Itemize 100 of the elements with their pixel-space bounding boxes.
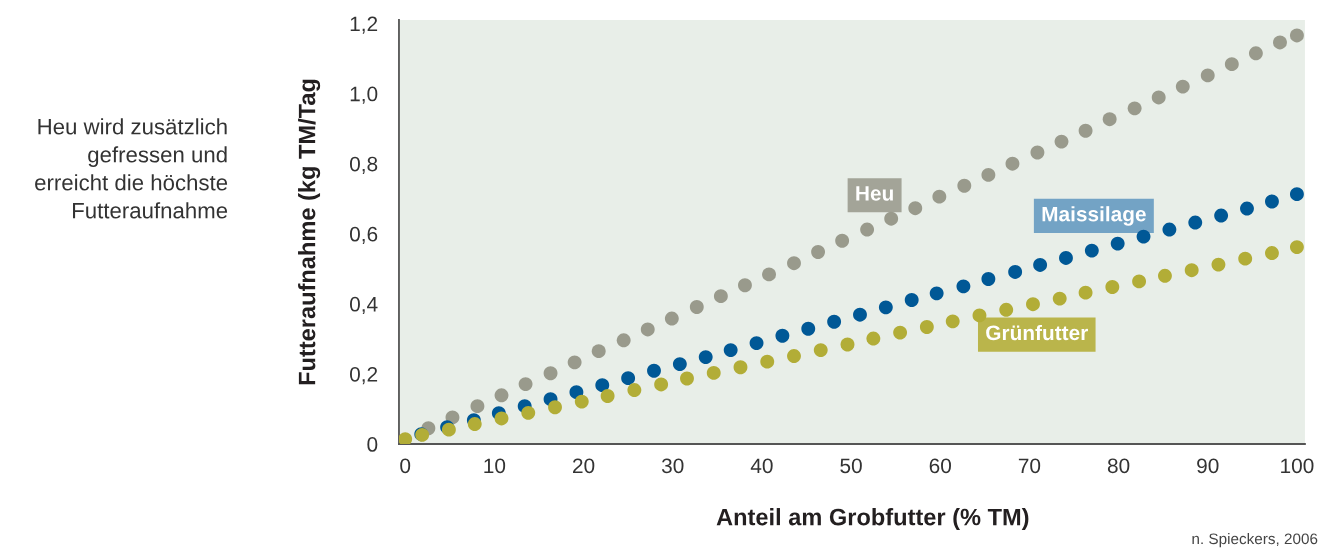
point xyxy=(813,343,828,358)
point xyxy=(1054,134,1069,149)
point xyxy=(981,167,996,182)
point xyxy=(1289,28,1304,43)
point xyxy=(1078,123,1093,138)
point xyxy=(1224,57,1239,72)
point xyxy=(672,357,687,372)
point xyxy=(1188,215,1203,230)
point xyxy=(762,267,776,282)
point xyxy=(706,365,721,380)
point xyxy=(1238,251,1253,266)
point xyxy=(567,355,582,370)
point xyxy=(521,405,536,420)
point xyxy=(1175,79,1190,94)
point xyxy=(866,331,881,346)
x-tick-label: 70 xyxy=(1018,458,1041,474)
point xyxy=(1273,35,1287,50)
point xyxy=(494,411,509,426)
point xyxy=(518,377,533,392)
point xyxy=(689,300,704,314)
point xyxy=(1052,291,1067,306)
y-tick-label: 0,8 xyxy=(349,156,378,174)
point xyxy=(591,344,606,359)
point xyxy=(1240,201,1254,216)
point xyxy=(1248,46,1263,61)
point xyxy=(738,278,752,293)
point xyxy=(811,245,826,259)
point xyxy=(1265,194,1279,209)
point xyxy=(1030,145,1045,160)
point xyxy=(893,325,908,340)
point xyxy=(1008,265,1023,279)
series-label: Maissilage xyxy=(1042,206,1146,226)
x-tick-label: 100 xyxy=(1281,458,1314,474)
point xyxy=(775,328,790,343)
point xyxy=(680,371,694,386)
y-tick-label: 0,6 xyxy=(349,226,378,244)
point xyxy=(647,363,661,378)
point xyxy=(723,343,738,358)
point xyxy=(932,189,947,204)
x-tick-label: 60 xyxy=(929,458,952,474)
point xyxy=(1265,246,1279,260)
x-tick-label: 90 xyxy=(1197,458,1219,474)
point xyxy=(1005,156,1020,171)
x-tick-label: 0 xyxy=(400,458,411,474)
x-axis-title: Anteil am Grobfutter (% TM) xyxy=(716,508,1029,531)
point xyxy=(1102,112,1117,127)
point xyxy=(904,293,919,307)
point xyxy=(860,222,875,237)
point xyxy=(981,272,996,286)
point xyxy=(1184,263,1199,278)
point xyxy=(1105,280,1120,294)
y-tick-label: 0,2 xyxy=(349,366,378,385)
point xyxy=(1151,90,1166,105)
x-tick-label: 50 xyxy=(840,458,862,474)
point xyxy=(616,333,631,348)
point xyxy=(654,377,669,392)
series-label: Grünfutter xyxy=(986,324,1088,341)
point xyxy=(999,302,1014,317)
point xyxy=(1132,274,1147,289)
point xyxy=(470,399,485,414)
point xyxy=(640,322,655,337)
point xyxy=(713,289,728,304)
point xyxy=(835,233,850,248)
x-tick-label: 10 xyxy=(484,458,506,474)
point xyxy=(919,320,934,334)
point xyxy=(574,394,589,409)
point xyxy=(956,279,971,294)
point xyxy=(543,366,558,381)
point xyxy=(929,286,944,301)
x-tick-label: 20 xyxy=(573,458,595,474)
point xyxy=(787,256,801,271)
text: n. Spieckers, 2006 xyxy=(1192,532,1318,548)
point xyxy=(1033,258,1048,272)
point xyxy=(1214,208,1229,223)
point xyxy=(1026,297,1040,312)
text: Heu wird zusätzlich gefressen und erreicht die höchste Futteraufnahme xyxy=(35,118,228,219)
point xyxy=(827,314,842,329)
x-tick-label: 30 xyxy=(661,458,684,474)
point xyxy=(627,383,642,397)
point xyxy=(733,360,748,375)
point xyxy=(908,201,923,216)
point xyxy=(957,178,972,193)
point xyxy=(1289,240,1304,255)
point xyxy=(945,314,960,329)
point xyxy=(760,354,775,369)
point xyxy=(1084,243,1099,258)
point xyxy=(1127,101,1142,116)
point xyxy=(1110,236,1125,251)
x-tick-label: 80 xyxy=(1107,458,1130,474)
y-tick-label: 1,0 xyxy=(350,86,378,104)
point xyxy=(548,400,562,415)
point xyxy=(1136,229,1151,244)
y-tick-label: 0 xyxy=(367,437,378,452)
x-tick-label: 40 xyxy=(750,458,773,474)
series-label: Heu xyxy=(856,186,893,201)
point xyxy=(853,307,867,322)
point xyxy=(972,308,987,323)
point xyxy=(1200,68,1215,83)
point xyxy=(1059,251,1073,265)
point xyxy=(884,211,899,226)
